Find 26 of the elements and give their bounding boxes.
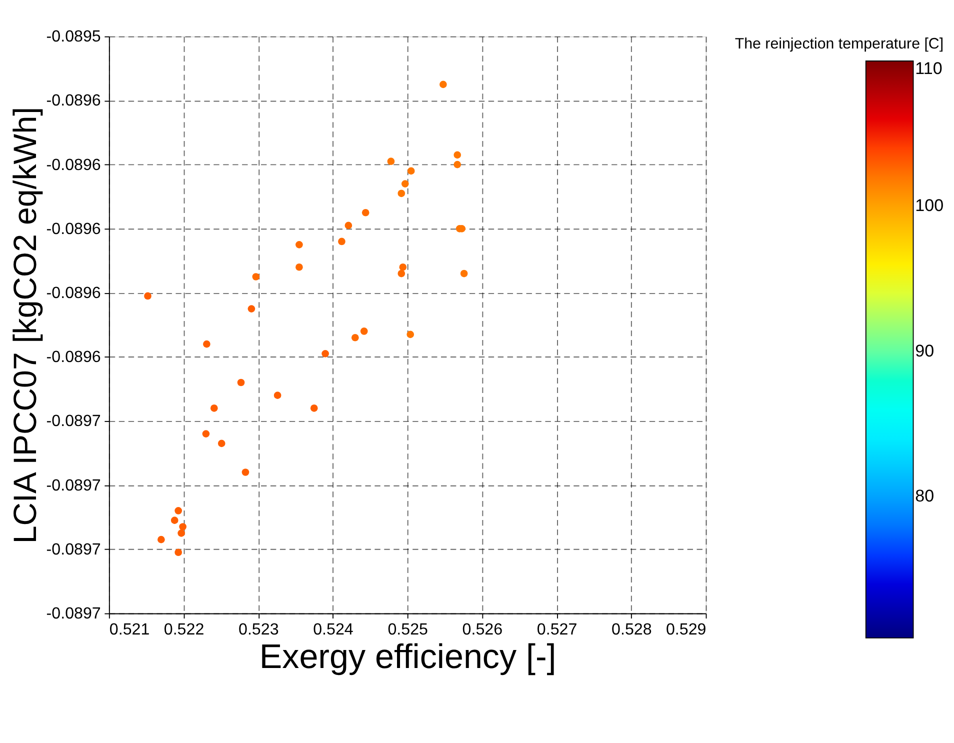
color-bar-label: 110 — [915, 59, 942, 78]
y-axis-title: LCIA IPCC07 [kgCO2 eq/kWh] — [6, 106, 43, 544]
color-bar-label: 80 — [915, 486, 934, 506]
x-tick-label: 0.527 — [536, 620, 578, 639]
y-tick-label: -0.0896 — [46, 92, 101, 110]
y-tick-label: -0.0896 — [46, 284, 101, 302]
x-tick-label: 0.529 — [666, 620, 706, 639]
y-tick-label: -0.0895 — [46, 28, 101, 46]
y-tick-label: -0.0896 — [46, 348, 101, 366]
x-axis-title: Exergy efficiency [-] — [259, 638, 556, 676]
x-tick-label: 0.528 — [612, 620, 652, 639]
color-bar-label: 90 — [915, 341, 934, 360]
y-tick-label: -0.0896 — [46, 220, 101, 238]
y-tick-label: -0.0896 — [46, 156, 101, 174]
x-tick-label: 0.523 — [238, 620, 279, 639]
x-tick-label: 0.526 — [462, 620, 503, 639]
y-tick-label: -0.0897 — [46, 476, 101, 494]
y-tick-label: -0.0897 — [46, 412, 101, 430]
x-tick-label: 0.525 — [388, 620, 428, 639]
y-tick-label: -0.0897 — [46, 540, 101, 558]
x-tick-label: 0.524 — [313, 620, 354, 639]
y-tick-label: -0.0897 — [46, 604, 101, 622]
color-bar-label: 100 — [915, 196, 944, 216]
color-bar-title: The reinjection temperature [C] — [734, 36, 944, 53]
x-tick-label: 0.522 — [164, 620, 204, 639]
x-tick-label: 0.521 — [109, 620, 150, 639]
